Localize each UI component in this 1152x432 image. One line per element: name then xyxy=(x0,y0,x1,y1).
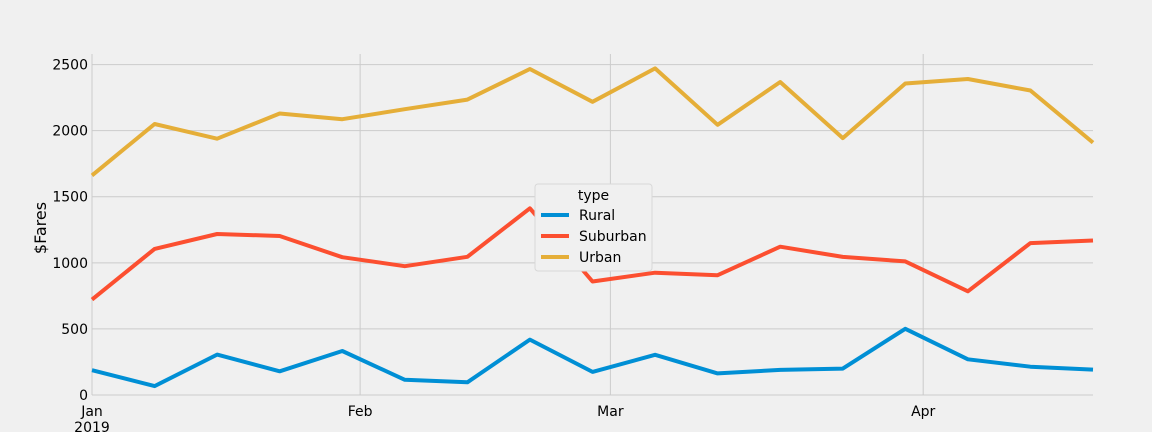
x-tick-sublabel: 2019 xyxy=(74,420,110,432)
x-tick-label: Jan xyxy=(80,404,103,420)
y-tick-label: 1500 xyxy=(52,190,88,206)
x-tick-label: Apr xyxy=(911,404,935,420)
y-tick-label: 2500 xyxy=(52,58,88,74)
series-line-suburban xyxy=(90,206,1094,302)
x-tick-label: Mar xyxy=(597,404,624,420)
legend-box xyxy=(534,183,653,272)
x-tick-label: Feb xyxy=(348,404,373,420)
y-axis-label: $Fares xyxy=(31,202,50,254)
y-tick-label: 0 xyxy=(79,388,88,404)
legend-label: Suburban xyxy=(579,229,647,245)
series-lines xyxy=(90,66,1095,389)
series-line-urban xyxy=(90,66,1095,177)
y-tick-label: 500 xyxy=(61,322,88,338)
legend: type Rural Suburban Urban xyxy=(534,183,653,272)
series-line-rural xyxy=(91,326,1094,389)
y-tick-label: 1000 xyxy=(52,256,88,272)
legend-label: Rural xyxy=(579,208,615,224)
legend-title: type xyxy=(578,188,609,204)
y-tick-label: 2000 xyxy=(52,124,88,140)
legend-label: Urban xyxy=(579,250,621,266)
